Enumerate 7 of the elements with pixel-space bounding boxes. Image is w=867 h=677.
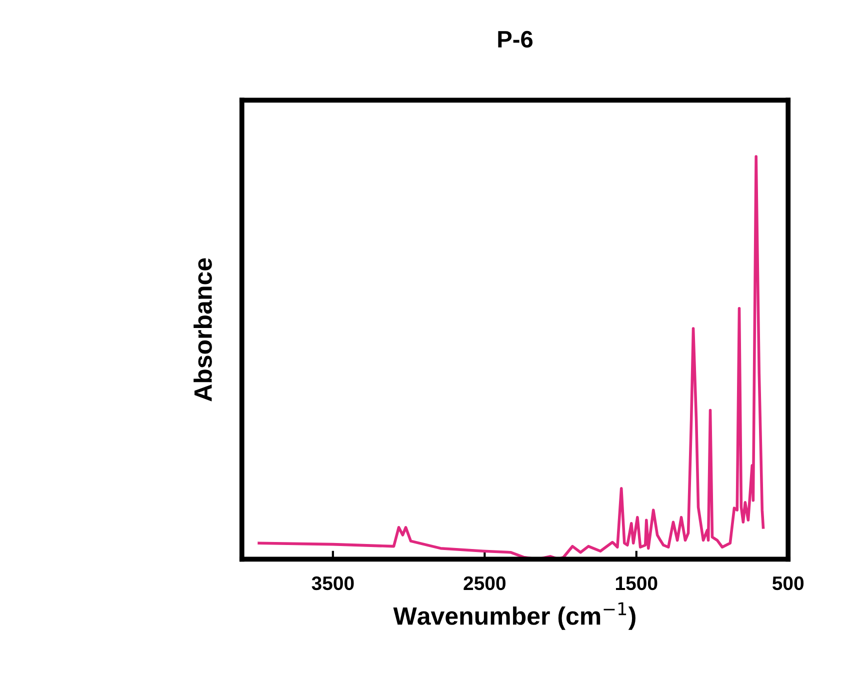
x-tick-label: 500 [772,576,804,590]
x-tick-label: 1500 [616,576,658,590]
x-tick-label: 2500 [464,576,506,590]
chart-title: P-6 [498,30,533,48]
y-axis-title: Absorbance [194,258,212,402]
x-tick-label: 3500 [312,576,354,590]
x-axis-title: Wavenumber (cm$^{−1}$) [393,602,636,630]
